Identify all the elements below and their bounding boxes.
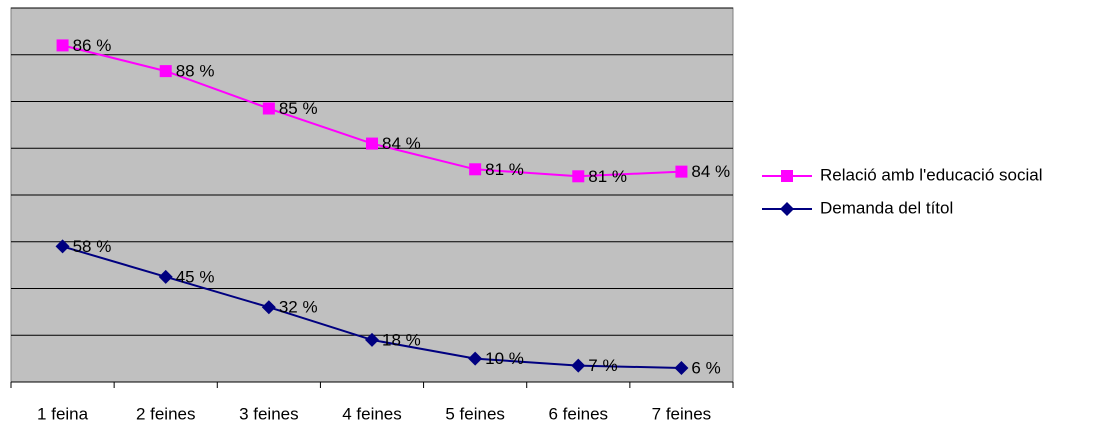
data-label: 7 % bbox=[588, 356, 617, 375]
marker bbox=[675, 165, 688, 178]
data-label: 86 % bbox=[73, 36, 112, 55]
data-label: 6 % bbox=[691, 358, 720, 377]
x-tick-label: 3 feines bbox=[239, 404, 299, 423]
x-tick-label: 1 feina bbox=[37, 404, 89, 423]
marker bbox=[674, 360, 689, 375]
marker bbox=[56, 39, 69, 52]
data-label: 10 % bbox=[485, 349, 524, 368]
data-label: 58 % bbox=[73, 237, 112, 256]
x-tick-label: 2 feines bbox=[136, 404, 196, 423]
data-label: 18 % bbox=[382, 330, 421, 349]
x-tick-label: 6 feines bbox=[549, 404, 609, 423]
data-label: 32 % bbox=[279, 298, 318, 317]
marker bbox=[55, 239, 70, 254]
data-label: 45 % bbox=[176, 267, 215, 286]
marker bbox=[366, 137, 378, 150]
data-label: 85 % bbox=[279, 99, 318, 118]
marker bbox=[159, 65, 172, 78]
data-label: 84 % bbox=[382, 134, 421, 153]
legend-label: Relació amb l'educació social bbox=[820, 165, 1042, 184]
marker bbox=[469, 163, 482, 176]
marker bbox=[780, 202, 794, 216]
data-label: 81 % bbox=[588, 167, 627, 186]
marker bbox=[365, 332, 379, 347]
marker bbox=[262, 102, 275, 115]
data-label: 81 % bbox=[485, 160, 524, 179]
x-tick-label: 7 feines bbox=[652, 404, 712, 423]
x-tick-label: 4 feines bbox=[342, 404, 402, 423]
marker bbox=[261, 300, 276, 315]
marker bbox=[781, 170, 793, 182]
marker bbox=[468, 351, 483, 366]
marker bbox=[571, 358, 586, 373]
marker bbox=[572, 170, 585, 183]
data-label: 84 % bbox=[691, 162, 730, 181]
legend-label: Demanda del títol bbox=[820, 198, 953, 217]
data-label: 88 % bbox=[176, 62, 215, 81]
x-tick-label: 5 feines bbox=[445, 404, 505, 423]
marker bbox=[158, 269, 173, 284]
